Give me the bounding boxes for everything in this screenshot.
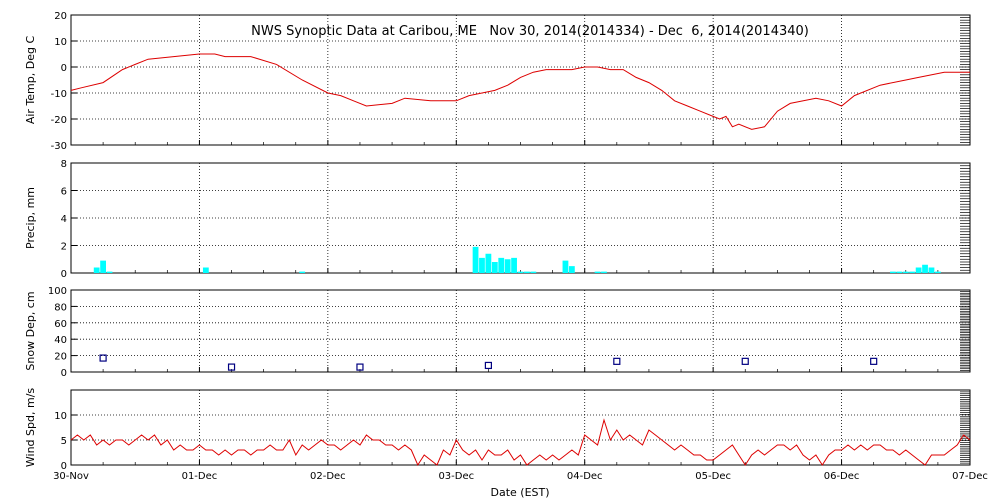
precip-bar [299,271,306,273]
y-tick-label: 4 [61,214,67,225]
y-tick-label: 40 [54,335,67,346]
y-tick-label: 6 [61,187,67,198]
y-axis-title: Precip, mm [24,187,37,249]
x-tick-label: 06-Dec [824,471,860,482]
y-tick-label: 0 [61,368,67,379]
precip-bar [100,260,106,273]
y-tick-label: 2 [61,242,67,253]
y-tick-label: 20 [54,352,67,363]
precip-bar [890,271,896,273]
precip-bar [928,267,935,273]
precip-bar [902,271,909,273]
snow-point [613,357,621,365]
snow-point [99,354,107,362]
panel-wind: 0 5 10 Wind Spd, m/s [24,388,971,472]
precip-bar [479,257,485,273]
precip-bar [524,271,530,273]
y-tick-label: 5 [61,436,67,447]
y-tick-label: 8 [61,159,67,170]
precip-bar [498,257,505,273]
panel-air-temp: -30 -20 -10 0 10 20 Air Temp, Deg C [24,11,971,152]
snow-point [870,357,878,365]
x-axis-title: Date (EST) [490,486,549,499]
y-tick-label: 0 [61,63,67,74]
snow-point [484,361,492,370]
precip-bar [93,267,100,273]
y-tick-label: 60 [54,319,67,330]
precip-bar [472,246,479,273]
snow-point [227,363,236,371]
y-axis-title: Air Temp, Deg C [24,36,37,125]
x-tick-label: 30-Nov [53,471,89,482]
precip-bar [601,271,607,273]
precip-bar [491,262,498,273]
precip-bar [517,271,524,273]
precip-bar [568,266,575,273]
precip-bar [511,257,517,273]
precip-bar [896,271,903,273]
precip-bar [909,271,916,273]
y-tick-label: 10 [54,411,67,422]
precip-bar [915,267,922,273]
x-tick-label: 04-Dec [567,471,603,482]
precip-bar [935,271,941,273]
y-tick-label: -20 [51,115,67,126]
y-tick-label: 10 [54,37,67,48]
panel-snow: 0 20 40 60 80 100 Snow Dep, cm [24,286,971,379]
y-tick-label: 0 [61,461,67,472]
snow-point [741,357,749,365]
precip-bar [594,271,601,273]
x-tick-label: 01-Dec [182,471,218,482]
panel-precip: 0 2 4 6 8 Precip, mm [24,159,971,280]
y-axis-title: Wind Spd, m/s [24,388,37,468]
series-line-air-temp [70,53,970,130]
precip-bar [922,264,928,273]
y-tick-label: -10 [51,89,67,100]
panels-layer: -30 -20 -10 0 10 20 Air Temp, Deg C 0 2 4 6 8 Precip… [24,11,988,482]
y-tick-label: 20 [54,11,67,22]
x-tick-label: 07-Dec [952,471,988,482]
precip-bar [504,259,511,273]
series-line-wind [70,418,971,467]
precip-bar [106,271,113,273]
x-tick-label: 02-Dec [310,471,346,482]
panel-frame [70,289,971,373]
y-tick-label: 0 [61,269,67,280]
panel-frame [70,389,971,466]
y-tick-label: 80 [54,302,67,313]
snow-point [356,363,364,371]
y-tick-label: -30 [51,141,67,152]
x-tick-label: 05-Dec [695,471,731,482]
panel-frame [70,14,971,146]
y-axis-title: Snow Dep, cm [24,291,37,370]
x-tick-label: 03-Dec [438,471,474,482]
y-tick-label: 100 [48,286,67,297]
precip-bar [562,260,569,273]
precip-bar [202,267,209,273]
precip-bar [485,253,492,273]
chart-title: NWS Synoptic Data at Caribou, ME Nov 30,… [251,24,809,39]
precip-bar [530,271,537,273]
